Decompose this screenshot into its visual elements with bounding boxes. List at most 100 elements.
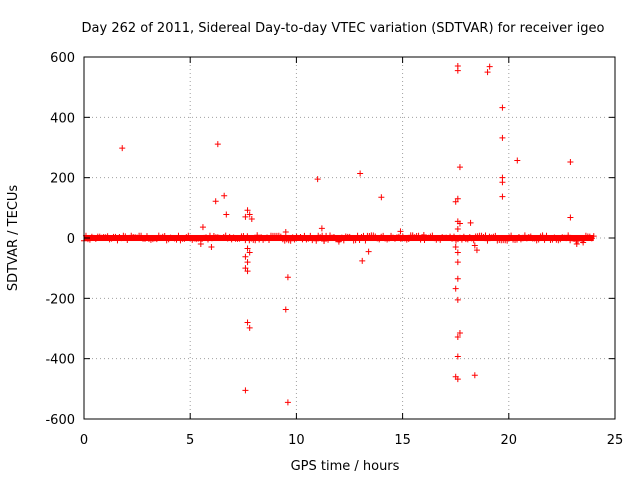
data-point xyxy=(456,164,463,171)
x-tick-label: 10 xyxy=(288,433,305,448)
y-tick-label: 200 xyxy=(50,172,75,187)
baseline-point xyxy=(153,236,160,243)
data-point xyxy=(452,198,459,205)
baseline-point xyxy=(244,233,251,240)
data-point xyxy=(499,134,506,141)
x-tick-label: 20 xyxy=(501,433,518,448)
baseline-point xyxy=(451,233,458,240)
baseline-point xyxy=(175,232,182,239)
data-point xyxy=(454,259,461,266)
y-tick-label: 600 xyxy=(50,51,75,66)
data-point xyxy=(248,215,255,222)
baseline-point xyxy=(287,237,294,244)
chart-title: Day 262 of 2011, Sidereal Day-to-day VTE… xyxy=(82,21,605,36)
data-point xyxy=(284,274,291,281)
baseline-point xyxy=(470,237,477,244)
data-point xyxy=(246,324,253,331)
data-point xyxy=(454,225,461,232)
y-tick-label: -400 xyxy=(45,353,75,368)
data-point xyxy=(456,220,463,227)
baseline-point xyxy=(122,233,129,240)
data-point xyxy=(573,241,580,248)
baseline-point xyxy=(266,236,273,243)
baseline-band xyxy=(81,232,597,244)
y-axis-label: SDTVAR / TECUs xyxy=(6,185,21,292)
data-point xyxy=(471,372,478,379)
x-axis-label: GPS time / hours xyxy=(291,459,400,474)
data-point xyxy=(580,239,587,246)
baseline-point xyxy=(521,232,528,239)
data-point xyxy=(454,296,461,303)
data-point xyxy=(282,228,289,235)
data-points xyxy=(119,63,587,406)
data-point xyxy=(321,238,328,245)
data-point xyxy=(244,245,251,252)
data-point xyxy=(212,198,219,205)
data-point xyxy=(221,192,228,199)
data-point xyxy=(208,244,215,251)
data-point xyxy=(467,219,474,226)
y-tick-label: 400 xyxy=(50,111,75,126)
data-point xyxy=(246,211,253,218)
baseline-point xyxy=(254,232,261,239)
baseline-point xyxy=(356,237,363,244)
data-point xyxy=(567,214,574,221)
baseline-point xyxy=(535,236,542,243)
data-point xyxy=(420,231,427,238)
baseline-point xyxy=(405,236,412,243)
x-axis-ticks: 0 5 10 15 20 25 xyxy=(80,57,623,448)
data-point xyxy=(244,319,251,326)
data-point xyxy=(119,145,126,152)
data-point xyxy=(454,333,461,340)
x-tick-label: 25 xyxy=(607,433,624,448)
data-point xyxy=(282,306,289,313)
data-point xyxy=(499,104,506,111)
data-point xyxy=(499,179,506,186)
data-point xyxy=(244,259,251,266)
data-point xyxy=(499,193,506,200)
baseline-point xyxy=(354,232,361,239)
baseline-point xyxy=(307,232,314,239)
data-point xyxy=(214,141,221,148)
data-point xyxy=(486,63,493,70)
data-point xyxy=(199,224,206,231)
data-point xyxy=(454,67,461,74)
baseline-point xyxy=(492,232,499,239)
baseline-point xyxy=(590,233,597,240)
data-point xyxy=(484,69,491,76)
baseline-point xyxy=(204,236,211,243)
baseline-point xyxy=(301,232,308,239)
baseline-point xyxy=(161,232,168,239)
baseline-point xyxy=(504,237,511,244)
data-point xyxy=(246,249,253,256)
x-tick-label: 0 xyxy=(80,433,88,448)
data-point xyxy=(456,330,463,337)
data-point xyxy=(244,207,251,214)
data-point xyxy=(514,157,521,164)
x-tick-label: 5 xyxy=(186,433,194,448)
baseline-point xyxy=(313,237,320,244)
data-point xyxy=(473,247,480,254)
baseline-point xyxy=(415,232,422,239)
data-point xyxy=(223,211,230,218)
data-point xyxy=(284,399,291,406)
data-point xyxy=(452,244,459,251)
data-point xyxy=(335,238,342,245)
data-point xyxy=(454,376,461,383)
data-point xyxy=(397,228,404,235)
data-point xyxy=(357,170,364,177)
baseline-point xyxy=(482,232,489,239)
baseline-point xyxy=(252,237,259,244)
data-point xyxy=(471,242,478,249)
data-point xyxy=(314,176,321,183)
data-point xyxy=(244,268,251,275)
data-point xyxy=(454,249,461,256)
data-point xyxy=(242,213,249,220)
y-axis-ticks: -600 -400 -200 0 200 400 600 xyxy=(45,51,615,428)
y-tick-label: -600 xyxy=(45,413,75,428)
data-point xyxy=(378,194,385,201)
data-point xyxy=(567,158,574,165)
data-point xyxy=(365,248,372,255)
baseline-point xyxy=(508,232,515,239)
